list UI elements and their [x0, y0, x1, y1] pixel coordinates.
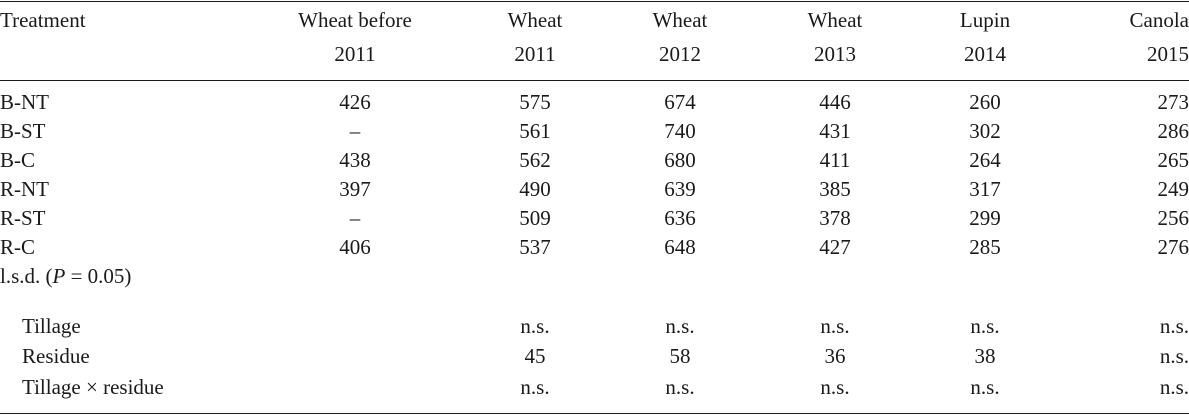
table-cell: 302	[969, 119, 1001, 143]
table-cell: n.s.	[1159, 375, 1189, 399]
lsd-label: l.s.d. (P = 0.05)	[0, 264, 131, 288]
bottom-rule	[0, 413, 1189, 414]
table-cell: n.s.	[820, 314, 850, 338]
header-lupin-2014: Lupin 2014	[910, 3, 1060, 71]
lsd-row-label: Tillage × residue	[22, 375, 164, 399]
table-cell: 36	[824, 344, 846, 368]
table-cell: n.s.	[1159, 314, 1189, 338]
table-cell: 273	[1157, 90, 1189, 114]
header-line2: 2011	[334, 42, 376, 66]
header-canola-2015: Canola 2015	[1069, 3, 1189, 71]
table-cell: 438	[339, 148, 371, 172]
table-cell: 38	[974, 344, 996, 368]
table-cell: 636	[664, 206, 696, 230]
table-cell: 385	[819, 177, 851, 201]
table-cell: 639	[664, 177, 696, 201]
table-cell: 45	[524, 344, 546, 368]
table-cell: –	[349, 119, 361, 143]
header-line2: 2014	[964, 42, 1006, 66]
table-cell: n.s.	[665, 314, 695, 338]
header-line2: 2011	[514, 42, 556, 66]
row-label: B-NT	[0, 90, 49, 114]
table-cell: 426	[339, 90, 371, 114]
table-cell: 264	[969, 148, 1001, 172]
table-cell: n.s.	[520, 314, 550, 338]
header-line1: Lupin	[959, 8, 1011, 32]
lsd-p-symbol: P	[52, 264, 66, 288]
table-cell: 561	[519, 119, 551, 143]
table-cell: 265	[1157, 148, 1189, 172]
table-cell: 740	[664, 119, 696, 143]
table-cell: 285	[969, 235, 1001, 259]
row-label: B-ST	[0, 119, 46, 143]
table-cell: 286	[1157, 119, 1189, 143]
header-line1: Treatment	[0, 8, 86, 32]
lsd-row-label: Tillage	[22, 314, 81, 338]
lsd-row-label: Residue	[22, 344, 90, 368]
table-cell: 490	[519, 177, 551, 201]
table-cell: 299	[969, 206, 1001, 230]
table-cell: 648	[664, 235, 696, 259]
header-rule	[0, 80, 1189, 81]
header-line2: 2013	[814, 42, 856, 66]
lsd-suffix: = 0.05)	[65, 264, 132, 288]
table-cell: 431	[819, 119, 851, 143]
row-label: B-C	[0, 148, 36, 172]
table-cell: 411	[819, 148, 851, 172]
table-cell: 427	[819, 235, 851, 259]
table-cell: 674	[664, 90, 696, 114]
header-wheat-2012: Wheat 2012	[610, 3, 750, 71]
table-cell: 575	[519, 90, 551, 114]
table-cell: n.s.	[820, 375, 850, 399]
table-cell: 260	[969, 90, 1001, 114]
row-label: R-C	[0, 235, 36, 259]
table-cell: 406	[339, 235, 371, 259]
table-cell: 378	[819, 206, 851, 230]
table-cell: 537	[519, 235, 551, 259]
lsd-prefix: l.s.d. (	[0, 264, 53, 288]
table-cell: n.s.	[970, 375, 1000, 399]
row-label: R-NT	[0, 177, 49, 201]
header-treatment: Treatment	[0, 3, 86, 37]
table-cell: 276	[1157, 235, 1189, 259]
table-cell: 562	[519, 148, 551, 172]
table-cell: 509	[519, 206, 551, 230]
row-label: R-ST	[0, 206, 46, 230]
header-wheat-before-2011: Wheat before 2011	[255, 3, 455, 71]
top-rule	[0, 1, 1189, 2]
table-cell: 249	[1157, 177, 1189, 201]
table-cell: 680	[664, 148, 696, 172]
table-cell: 317	[969, 177, 1001, 201]
table-cell: n.s.	[520, 375, 550, 399]
header-line1: Wheat	[807, 8, 863, 32]
table-cell: –	[349, 206, 361, 230]
header-line1: Canola	[1129, 8, 1189, 32]
header-wheat-2013: Wheat 2013	[765, 3, 905, 71]
header-line1: Wheat before	[298, 8, 412, 32]
table-cell: 446	[819, 90, 851, 114]
table-cell: 256	[1157, 206, 1189, 230]
header-line1: Wheat	[507, 8, 563, 32]
table-cell: 58	[669, 344, 691, 368]
table-cell: n.s.	[1159, 344, 1189, 368]
table-cell: n.s.	[665, 375, 695, 399]
header-line2: 2012	[659, 42, 701, 66]
header-wheat-2011: Wheat 2011	[470, 3, 600, 71]
header-line1: Wheat	[652, 8, 708, 32]
table-cell: n.s.	[970, 314, 1000, 338]
table-cell: 397	[339, 177, 371, 201]
header-line2: 2015	[1147, 42, 1189, 66]
